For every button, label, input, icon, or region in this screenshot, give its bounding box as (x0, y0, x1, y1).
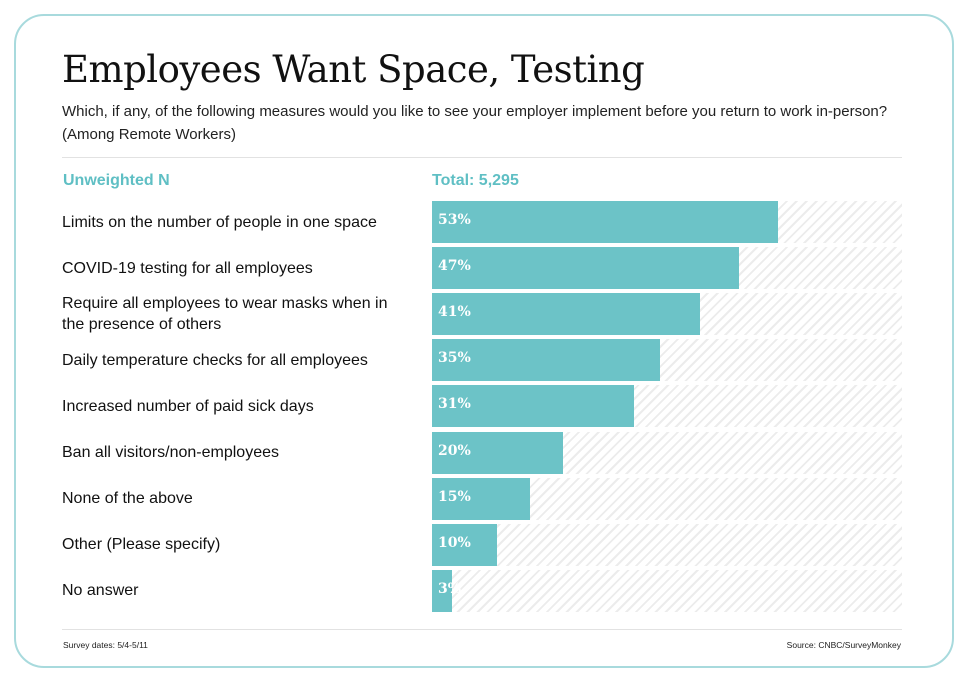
survey-dates: Survey dates: 5/4-5/11 (63, 640, 148, 650)
bar-track: 41% (432, 293, 902, 336)
bar: 47% (432, 247, 739, 290)
bar-value-label: 41% (438, 304, 471, 321)
bar-value-label: 3% (438, 580, 462, 597)
source-note: Source: CNBC/SurveyMonkey (786, 640, 901, 650)
top-divider (62, 157, 902, 158)
chart-subtitle: Which, if any, of the following measures… (62, 103, 888, 143)
category-label: COVID-19 testing for all employees (62, 259, 313, 277)
bar-value-label: 15% (438, 488, 471, 505)
chart-title: Employees Want Space, Testing (62, 48, 645, 91)
total-header: Total: 5,295 (432, 172, 519, 189)
bar: 15% (432, 477, 530, 520)
bar-track: 31% (432, 385, 902, 428)
bar: 35% (432, 339, 661, 382)
bar-track: 20% (432, 431, 902, 474)
category-label: Require all employees to wear masks when… (62, 295, 388, 334)
bar: 3% (432, 569, 461, 612)
category-label: Increased number of paid sick days (62, 397, 314, 415)
bar: 10% (432, 523, 498, 566)
bar-value-label: 20% (438, 442, 471, 459)
category-label: Limits on the number of people in one sp… (62, 213, 377, 231)
bar: 41% (432, 293, 700, 336)
category-label: No answer (62, 582, 139, 600)
unweighted-n-header: Unweighted N (63, 172, 170, 189)
bar-value-label: 47% (438, 258, 471, 275)
category-label: None of the above (62, 490, 193, 508)
bar-value-label: 31% (438, 396, 471, 413)
category-label: Daily temperature checks for all employe… (62, 351, 368, 369)
bar-track: 15% (432, 477, 902, 520)
bar-track: 35% (432, 339, 902, 382)
bar-track: 47% (432, 247, 902, 290)
bar: 31% (432, 385, 635, 428)
bar-track: 10% (432, 523, 902, 566)
bar: 20% (432, 431, 563, 474)
bar-value-label: 10% (438, 534, 471, 551)
bar: 53% (432, 201, 778, 243)
bar-value-label: 35% (438, 350, 471, 367)
category-label: Ban all visitors/non-employees (62, 444, 279, 461)
category-label: Other (Please specify) (62, 536, 221, 554)
bottom-divider (62, 629, 902, 630)
bar-value-label: 53% (438, 212, 471, 228)
bar-track: 53% (432, 201, 902, 243)
bar-track: 3% (432, 569, 902, 612)
